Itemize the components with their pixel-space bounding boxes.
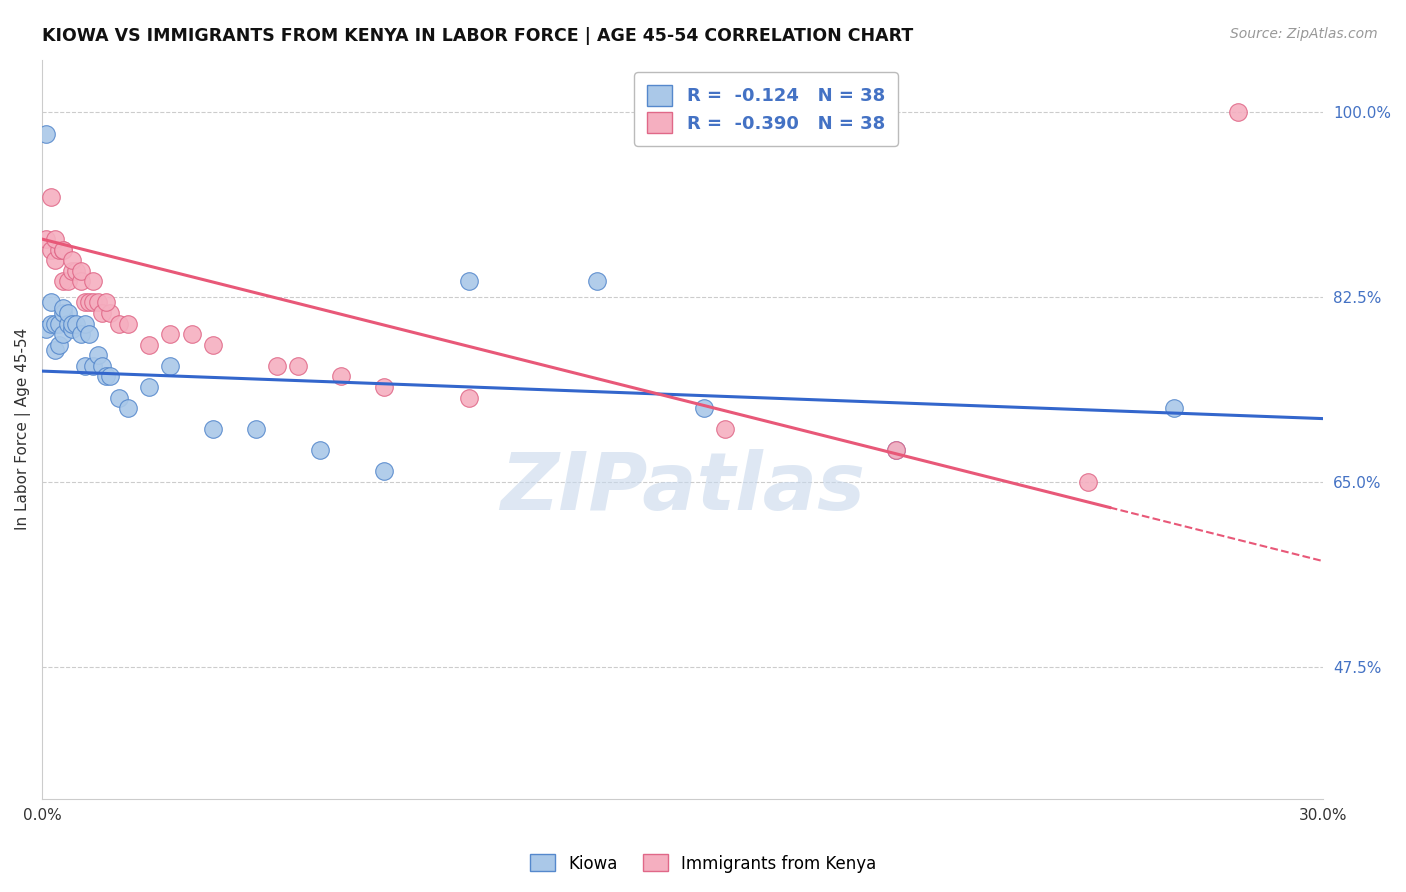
- Point: [159, 359, 181, 373]
- Point: [60, 253, 83, 268]
- Point: [245, 422, 267, 436]
- Legend: R =  -0.124   N = 38, R =  -0.390   N = 38: R = -0.124 N = 38, R = -0.390 N = 38: [634, 72, 897, 145]
- Point: [330, 369, 353, 384]
- Point: [69, 264, 91, 278]
- Point: [48, 337, 70, 351]
- Point: [73, 317, 96, 331]
- Point: [77, 295, 100, 310]
- Point: [39, 295, 62, 310]
- Point: [52, 274, 75, 288]
- Point: [884, 443, 907, 458]
- Point: [1226, 105, 1249, 120]
- Point: [373, 380, 395, 394]
- Point: [35, 322, 58, 336]
- Legend: Kiowa, Immigrants from Kenya: Kiowa, Immigrants from Kenya: [523, 847, 883, 880]
- Point: [82, 295, 104, 310]
- Point: [138, 380, 160, 394]
- Point: [90, 359, 112, 373]
- Point: [586, 274, 609, 288]
- Point: [201, 422, 224, 436]
- Point: [48, 317, 70, 331]
- Point: [82, 359, 104, 373]
- Point: [1163, 401, 1185, 415]
- Point: [56, 274, 79, 288]
- Point: [60, 264, 83, 278]
- Point: [56, 306, 79, 320]
- Point: [52, 327, 75, 342]
- Point: [1077, 475, 1099, 489]
- Text: KIOWA VS IMMIGRANTS FROM KENYA IN LABOR FORCE | AGE 45-54 CORRELATION CHART: KIOWA VS IMMIGRANTS FROM KENYA IN LABOR …: [42, 27, 914, 45]
- Point: [458, 274, 481, 288]
- Point: [52, 301, 75, 315]
- Point: [308, 443, 330, 458]
- Y-axis label: In Labor Force | Age 45-54: In Labor Force | Age 45-54: [15, 328, 31, 531]
- Point: [82, 274, 104, 288]
- Point: [60, 317, 83, 331]
- Point: [86, 295, 108, 310]
- Point: [44, 317, 66, 331]
- Point: [458, 391, 481, 405]
- Point: [60, 322, 83, 336]
- Point: [44, 232, 66, 246]
- Point: [180, 327, 202, 342]
- Point: [287, 359, 309, 373]
- Point: [96, 369, 118, 384]
- Point: [90, 306, 112, 320]
- Point: [77, 327, 100, 342]
- Point: [39, 243, 62, 257]
- Point: [56, 317, 79, 331]
- Point: [52, 306, 75, 320]
- Point: [73, 359, 96, 373]
- Point: [714, 422, 737, 436]
- Point: [117, 401, 139, 415]
- Point: [35, 127, 58, 141]
- Point: [373, 464, 395, 478]
- Point: [73, 295, 96, 310]
- Text: ZIPatlas: ZIPatlas: [501, 450, 865, 527]
- Point: [96, 295, 118, 310]
- Text: Source: ZipAtlas.com: Source: ZipAtlas.com: [1230, 27, 1378, 41]
- Point: [266, 359, 288, 373]
- Point: [138, 337, 160, 351]
- Point: [52, 243, 75, 257]
- Point: [65, 264, 87, 278]
- Point: [100, 306, 122, 320]
- Point: [108, 317, 131, 331]
- Point: [159, 327, 181, 342]
- Point: [693, 401, 716, 415]
- Point: [65, 317, 87, 331]
- Point: [35, 232, 58, 246]
- Point: [884, 443, 907, 458]
- Point: [48, 243, 70, 257]
- Point: [117, 317, 139, 331]
- Point: [108, 391, 131, 405]
- Point: [69, 327, 91, 342]
- Point: [44, 253, 66, 268]
- Point: [69, 274, 91, 288]
- Point: [52, 243, 75, 257]
- Point: [86, 348, 108, 362]
- Point: [100, 369, 122, 384]
- Point: [44, 343, 66, 357]
- Point: [39, 317, 62, 331]
- Point: [201, 337, 224, 351]
- Point: [39, 190, 62, 204]
